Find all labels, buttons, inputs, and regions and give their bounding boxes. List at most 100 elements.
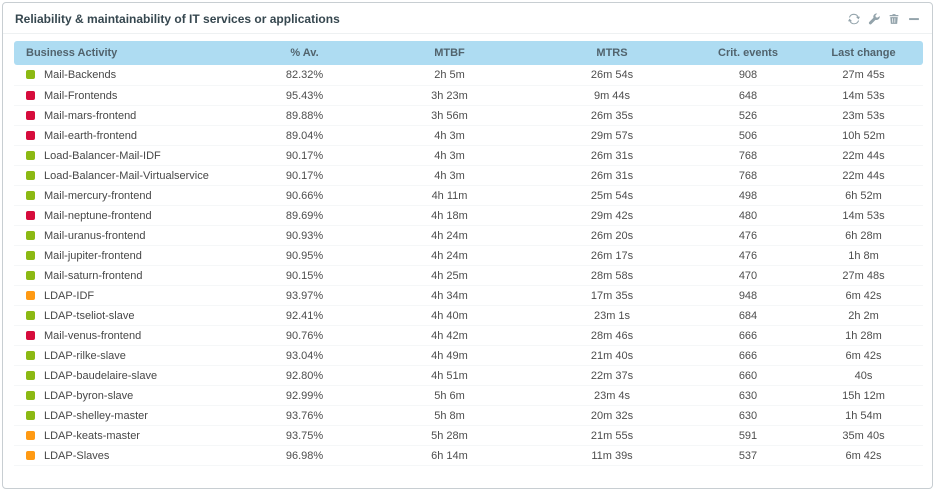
mtrs-value: 21m 55s	[532, 425, 692, 446]
last-change-value: 6h 28m	[804, 225, 923, 246]
table-row[interactable]: LDAP-byron-slave 92.99% 5h 6m 23m 4s 630…	[14, 385, 923, 406]
business-activity-name: LDAP-Slaves	[44, 449, 110, 462]
mtrs-value: 26m 35s	[532, 105, 692, 126]
table-row[interactable]: Load-Balancer-Mail-IDF 90.17% 4h 3m 26m …	[14, 145, 923, 166]
last-change-value: 22m 44s	[804, 145, 923, 166]
mtrs-value: 26m 31s	[532, 145, 692, 166]
availability-value: 90.17%	[242, 165, 367, 186]
last-change-value: 27m 45s	[804, 65, 923, 86]
availability-value: 95.43%	[242, 85, 367, 106]
trash-icon[interactable]	[887, 13, 900, 26]
status-indicator	[26, 450, 35, 460]
mtbf-value: 4h 42m	[367, 325, 532, 346]
table-row[interactable]: Mail-mars-frontend 89.88% 3h 56m 26m 35s…	[14, 105, 923, 126]
mtbf-value: 3h 56m	[367, 105, 532, 126]
col-header-mtbf: MTBF	[367, 41, 532, 65]
table-row[interactable]: LDAP-baudelaire-slave 92.80% 4h 51m 22m …	[14, 365, 923, 386]
reliability-table: Business Activity % Av. MTBF MTRS Crit. …	[14, 41, 923, 466]
mtbf-value: 4h 24m	[367, 245, 532, 266]
business-activity-cell: Mail-venus-frontend	[14, 325, 242, 346]
availability-value: 90.66%	[242, 185, 367, 206]
business-activity-name: LDAP-IDF	[44, 289, 95, 302]
business-activity-cell: Mail-jupiter-frontend	[14, 245, 242, 266]
mtrs-value: 23m 1s	[532, 305, 692, 326]
crit-events-value: 480	[692, 205, 804, 226]
table-row[interactable]: Mail-venus-frontend 90.76% 4h 42m 28m 46…	[14, 325, 923, 346]
availability-value: 90.95%	[242, 245, 367, 266]
status-indicator	[26, 190, 35, 200]
table-row[interactable]: Mail-neptune-frontend 89.69% 4h 18m 29m …	[14, 205, 923, 226]
mtrs-value: 17m 35s	[532, 285, 692, 306]
business-activity-name: LDAP-keats-master	[44, 429, 140, 442]
wrench-icon[interactable]	[867, 13, 880, 26]
status-indicator	[26, 150, 35, 160]
mtrs-value: 25m 54s	[532, 185, 692, 206]
collapse-icon[interactable]	[907, 13, 920, 26]
table-row[interactable]: LDAP-shelley-master 93.76% 5h 8m 20m 32s…	[14, 405, 923, 426]
crit-events-value: 660	[692, 365, 804, 386]
last-change-value: 27m 48s	[804, 265, 923, 286]
table-row[interactable]: Mail-mercury-frontend 90.66% 4h 11m 25m …	[14, 185, 923, 206]
mtrs-value: 26m 31s	[532, 165, 692, 186]
crit-events-value: 498	[692, 185, 804, 206]
availability-value: 93.75%	[242, 425, 367, 446]
business-activity-name: LDAP-rilke-slave	[44, 349, 126, 362]
business-activity-cell: LDAP-Slaves	[14, 445, 242, 466]
status-indicator	[26, 70, 35, 80]
widget-header: Reliability & maintainability of IT serv…	[3, 3, 932, 34]
availability-value: 90.15%	[242, 265, 367, 286]
table-row[interactable]: LDAP-IDF 93.97% 4h 34m 17m 35s 948 6m 42…	[14, 285, 923, 306]
crit-events-value: 591	[692, 425, 804, 446]
availability-value: 90.76%	[242, 325, 367, 346]
last-change-value: 22m 44s	[804, 165, 923, 186]
mtrs-value: 29m 57s	[532, 125, 692, 146]
availability-value: 92.99%	[242, 385, 367, 406]
last-change-value: 6h 52m	[804, 185, 923, 206]
mtrs-value: 28m 58s	[532, 265, 692, 286]
business-activity-cell: Load-Balancer-Mail-IDF	[14, 145, 242, 166]
last-change-value: 35m 40s	[804, 425, 923, 446]
table-row[interactable]: Mail-earth-frontend 89.04% 4h 3m 29m 57s…	[14, 125, 923, 146]
business-activity-cell: LDAP-keats-master	[14, 425, 242, 446]
status-indicator	[26, 290, 35, 300]
availability-value: 96.98%	[242, 445, 367, 466]
table-row[interactable]: Load-Balancer-Mail-Virtualservice 90.17%…	[14, 165, 923, 186]
mtrs-value: 21m 40s	[532, 345, 692, 366]
last-change-value: 15h 12m	[804, 385, 923, 406]
status-indicator	[26, 410, 35, 420]
table-row[interactable]: Mail-saturn-frontend 90.15% 4h 25m 28m 5…	[14, 265, 923, 286]
refresh-icon[interactable]	[847, 13, 860, 26]
table-row[interactable]: LDAP-Slaves 96.98% 6h 14m 11m 39s 537 6m…	[14, 445, 923, 466]
business-activity-cell: Mail-mars-frontend	[14, 105, 242, 126]
business-activity-name: LDAP-baudelaire-slave	[44, 369, 158, 382]
business-activity-cell: Load-Balancer-Mail-Virtualservice	[14, 165, 242, 186]
last-change-value: 14m 53s	[804, 85, 923, 106]
table-row[interactable]: Mail-jupiter-frontend 90.95% 4h 24m 26m …	[14, 245, 923, 266]
business-activity-cell: Mail-uranus-frontend	[14, 225, 242, 246]
mtbf-value: 4h 25m	[367, 265, 532, 286]
availability-value: 93.76%	[242, 405, 367, 426]
business-activity-name: Load-Balancer-Mail-Virtualservice	[44, 169, 209, 182]
last-change-value: 1h 8m	[804, 245, 923, 266]
table-row[interactable]: Mail-Backends 82.32% 2h 5m 26m 54s 908 2…	[14, 65, 923, 86]
table-row[interactable]: LDAP-tseliot-slave 92.41% 4h 40m 23m 1s …	[14, 305, 923, 326]
mtrs-value: 26m 20s	[532, 225, 692, 246]
col-header-availability: % Av.	[242, 41, 367, 65]
last-change-value: 2h 2m	[804, 305, 923, 326]
table-row[interactable]: Mail-Frontends 95.43% 3h 23m 9m 44s 648 …	[14, 85, 923, 106]
table-container: Business Activity % Av. MTBF MTRS Crit. …	[3, 34, 932, 478]
table-row[interactable]: LDAP-rilke-slave 93.04% 4h 49m 21m 40s 6…	[14, 345, 923, 366]
table-row[interactable]: LDAP-keats-master 93.75% 5h 28m 21m 55s …	[14, 425, 923, 446]
crit-events-value: 948	[692, 285, 804, 306]
business-activity-cell: Mail-earth-frontend	[14, 125, 242, 146]
table-row[interactable]: Mail-uranus-frontend 90.93% 4h 24m 26m 2…	[14, 225, 923, 246]
business-activity-cell: Mail-neptune-frontend	[14, 205, 242, 226]
availability-value: 92.41%	[242, 305, 367, 326]
status-indicator	[26, 210, 35, 220]
business-activity-name: LDAP-byron-slave	[44, 389, 134, 402]
last-change-value: 40s	[804, 365, 923, 386]
availability-value: 89.69%	[242, 205, 367, 226]
mtbf-value: 5h 28m	[367, 425, 532, 446]
business-activity-name: Mail-venus-frontend	[44, 329, 142, 342]
business-activity-name: Mail-uranus-frontend	[44, 229, 146, 242]
